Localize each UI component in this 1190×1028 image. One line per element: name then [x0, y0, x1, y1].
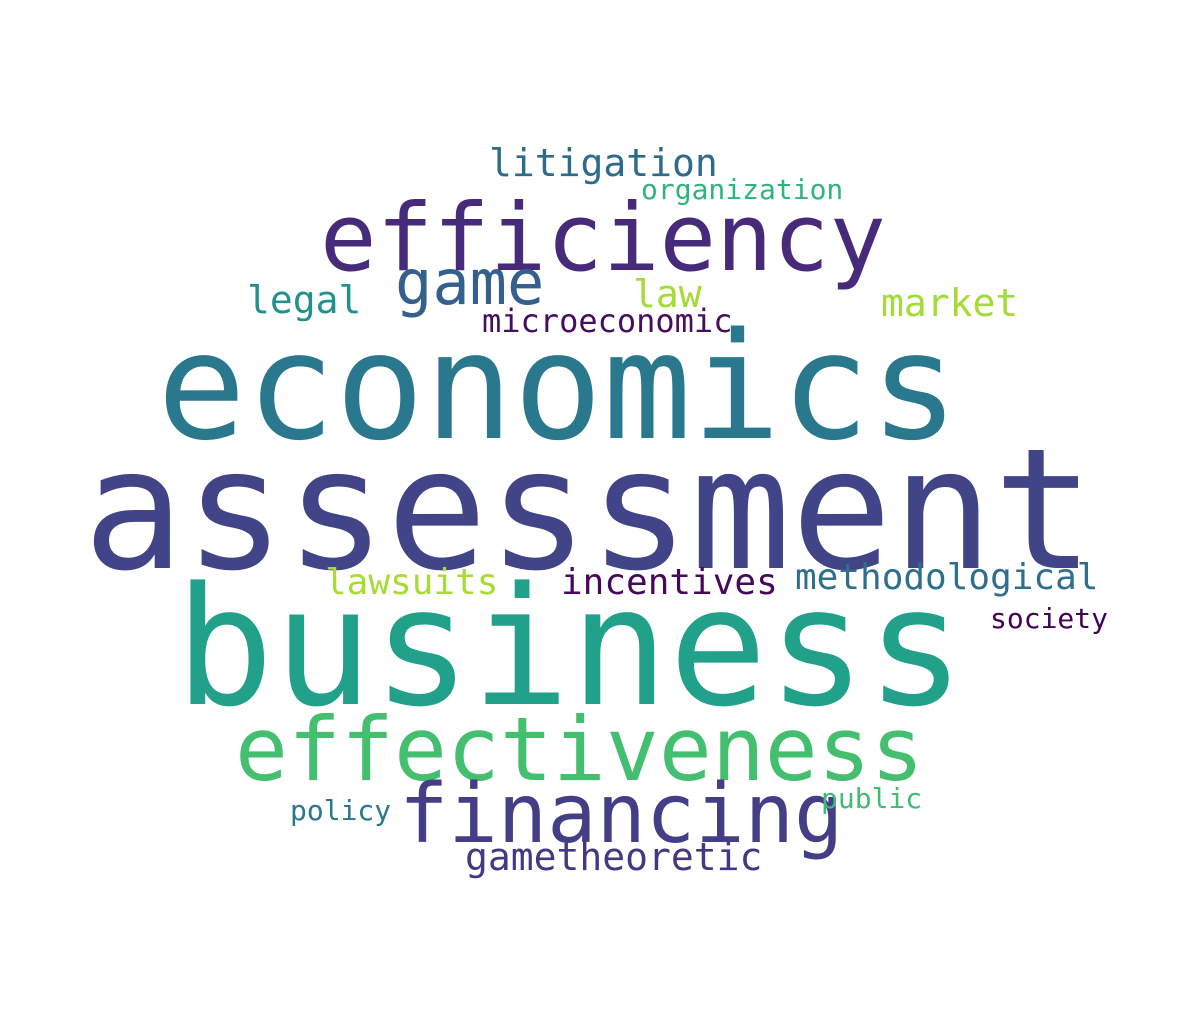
- word-assessment: assessment: [83, 412, 1095, 608]
- word-incentives: incentives: [561, 562, 778, 603]
- word-game: game: [395, 246, 545, 319]
- word-methodological: methodological: [795, 557, 1099, 598]
- word-gametheoretic: gametheoretic: [465, 835, 763, 879]
- word-efficiency: efficiency: [320, 184, 886, 293]
- word-law: law: [633, 272, 702, 316]
- word-legal: legal: [247, 278, 362, 322]
- word-microeconomic: microeconomic: [482, 302, 733, 340]
- word-business: business: [175, 552, 965, 743]
- word-market: market: [881, 281, 1019, 325]
- word-public: public: [821, 782, 923, 815]
- word-lawsuits: lawsuits: [325, 562, 499, 603]
- word-society: society: [990, 602, 1109, 635]
- word-policy: policy: [290, 794, 392, 827]
- word-economics: economics: [157, 301, 959, 473]
- word-organization: organization: [641, 173, 844, 206]
- word-litigation: litigation: [489, 141, 718, 185]
- word-financing: financing: [399, 767, 844, 862]
- word-effectiveness: effectiveness: [235, 698, 924, 801]
